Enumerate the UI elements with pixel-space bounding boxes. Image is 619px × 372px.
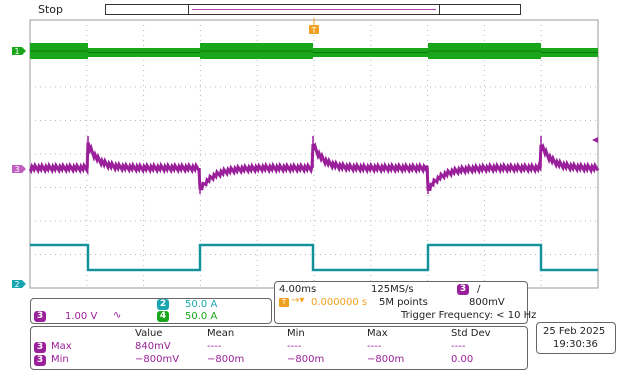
ch2-level-marker[interactable]: 2 — [12, 280, 26, 289]
meas-value: −800mV — [135, 354, 180, 365]
measurement-row-max[interactable]: 3 Max 840mV ---- ---- ---- ---- — [31, 341, 527, 354]
meas-mean: ---- — [207, 341, 222, 352]
ch3-scale[interactable]: 1.00 V — [65, 311, 98, 322]
meas-row-channel-badge: 3 — [34, 355, 46, 366]
svg-text:2: 2 — [14, 280, 19, 289]
trigger-position-marker[interactable]: T — [309, 18, 319, 35]
trigger-level-marker[interactable] — [592, 137, 598, 143]
trigger-arrow-icon: →▾ — [291, 295, 305, 306]
trigger-source-badge[interactable]: 3 — [457, 284, 469, 295]
meas-value: 840mV — [135, 341, 171, 352]
measurement-row-min[interactable]: 3 Min −800mV −800m −800m −800m 0.00 — [31, 354, 527, 367]
svg-text:3: 3 — [14, 165, 19, 174]
meas-stddev: 0.00 — [451, 354, 474, 365]
ch3-badge[interactable]: 3 — [34, 311, 46, 322]
ch4-scale[interactable]: 50.0 A — [185, 311, 218, 322]
meas-stddev: ---- — [451, 341, 466, 352]
waveforms — [28, 43, 600, 272]
meas-header-mean: Mean — [207, 328, 235, 339]
meas-min: ---- — [287, 341, 302, 352]
meas-row-label: Max — [51, 341, 72, 352]
ch3-coupling-icon: ∿ — [113, 310, 122, 321]
acquisition-status: Stop — [38, 3, 64, 16]
waveform-display[interactable]: T 1 3 2 — [0, 18, 619, 298]
top-status-bar: Stop — [0, 0, 619, 18]
record-view-indicator — [192, 9, 436, 10]
meas-header-value: Value — [135, 328, 163, 339]
ch2-scale[interactable]: 50.0 A — [185, 299, 218, 310]
date: 25 Feb 2025 — [543, 326, 606, 337]
meas-row-label: Min — [51, 354, 69, 365]
meas-max: −800m — [367, 354, 405, 365]
trigger-frequency: Trigger Frequency: < 10 Hz — [401, 310, 537, 321]
record-length: 5M points — [379, 297, 428, 308]
datetime-panel[interactable]: 25 Feb 2025 19:30:36 — [536, 322, 616, 354]
ch1-level-marker[interactable]: 1 — [12, 47, 26, 56]
meas-max: ---- — [367, 341, 382, 352]
trigger-position-icon: T — [279, 298, 289, 307]
svg-text:T: T — [311, 26, 317, 35]
svg-text:1: 1 — [14, 47, 19, 56]
trigger-slope-icon[interactable]: / — [477, 284, 481, 295]
meas-header-min: Min — [287, 328, 305, 339]
ch2-badge[interactable]: 2 — [157, 299, 169, 310]
trigger-level[interactable]: 800mV — [469, 297, 505, 308]
ch4-badge[interactable]: 4 — [157, 311, 169, 322]
timebase[interactable]: 4.00ms — [279, 284, 317, 295]
measurement-panel[interactable]: Value Mean Min Max Std Dev 3 Max 840mV -… — [30, 326, 528, 370]
meas-row-channel-badge: 3 — [34, 342, 46, 353]
sample-rate: 125MS/s — [371, 284, 414, 295]
meas-min: −800m — [287, 354, 325, 365]
trigger-position[interactable]: 0.000000 s — [311, 297, 368, 308]
acquisition-panel[interactable]: 4.00ms 125MS/s 3 / T →▾ 0.000000 s 5M po… — [274, 281, 536, 324]
channel-scale-panel[interactable]: 2 50.0 A 3 1.00 V ∿ 4 50.0 A — [30, 298, 272, 324]
ch3-level-marker[interactable]: 3 — [12, 165, 26, 174]
meas-header-stddev: Std Dev — [451, 328, 491, 339]
meas-header-max: Max — [367, 328, 388, 339]
time: 19:30:36 — [553, 339, 598, 350]
meas-mean: −800m — [207, 354, 245, 365]
